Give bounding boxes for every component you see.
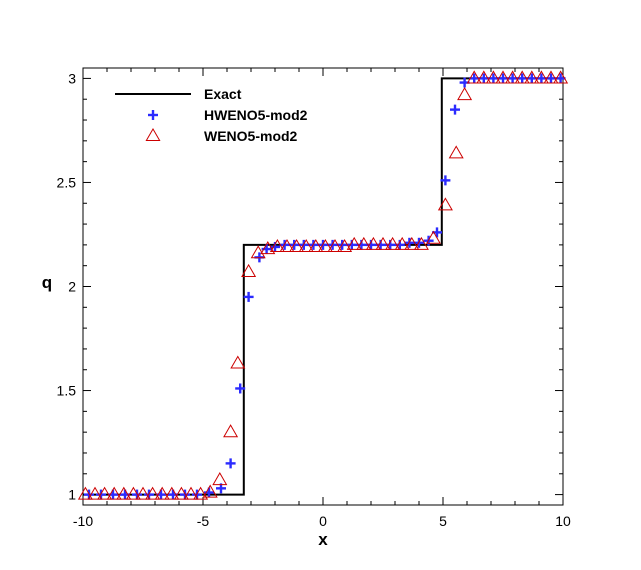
- plot-frame: [82, 67, 564, 506]
- data-point: [553, 70, 569, 84]
- data-point: [476, 70, 492, 84]
- data-point: [260, 241, 276, 255]
- data-point: [488, 73, 499, 84]
- data-point: [346, 236, 362, 250]
- y-axis-title: q: [42, 273, 52, 292]
- data-point: [337, 238, 353, 253]
- data-point: [555, 73, 566, 84]
- data-point: [536, 73, 547, 84]
- legend-entry: HWENO5-mod2: [148, 107, 308, 123]
- data-point: [164, 486, 180, 500]
- legend-entry: Exact: [115, 86, 242, 102]
- data-point: [135, 486, 151, 500]
- legend-label: Exact: [204, 86, 242, 102]
- data-point: [485, 70, 501, 84]
- series-layer: [77, 70, 569, 500]
- axes: -10 -5 0 5 10 1 1.5 2 2.5 3: [57, 67, 571, 529]
- legend-label: WENO5-mod2: [204, 128, 298, 144]
- y-tick-label: 2: [68, 279, 76, 295]
- data-point: [526, 73, 537, 84]
- data-point: [241, 263, 257, 277]
- data-point: [269, 238, 285, 253]
- data-point: [543, 70, 559, 84]
- data-point: [225, 458, 236, 469]
- data-point: [223, 424, 239, 438]
- data-point: [212, 472, 228, 486]
- data-point: [173, 486, 189, 500]
- legend-label: HWENO5-mod2: [204, 107, 308, 123]
- data-point: [365, 236, 381, 250]
- data-point: [413, 236, 429, 250]
- data-point: [279, 238, 295, 253]
- data-point: [514, 70, 530, 84]
- data-point: [289, 238, 305, 253]
- data-point: [327, 238, 343, 253]
- data-point: [507, 73, 518, 84]
- data-point: [145, 486, 161, 500]
- x-tick-label: 0: [319, 513, 327, 529]
- data-point: [298, 238, 314, 253]
- data-point: [440, 175, 451, 186]
- data-point: [317, 238, 333, 253]
- data-point: [154, 486, 170, 500]
- data-point: [183, 486, 199, 500]
- data-point: [448, 145, 464, 159]
- y-tick-label: 3: [68, 70, 76, 86]
- x-tick-label: 10: [555, 513, 571, 529]
- y-tick-label: 2.5: [57, 174, 77, 190]
- y-tick-label: 1.5: [57, 383, 77, 399]
- legend-marker: [145, 127, 161, 142]
- x-axis-title: x: [318, 530, 328, 549]
- legend-entry: WENO5-mod2: [145, 127, 298, 144]
- data-point: [450, 104, 460, 115]
- data-point: [495, 70, 511, 84]
- data-point: [478, 73, 489, 84]
- data-point: [546, 73, 556, 84]
- data-point: [125, 486, 141, 500]
- series-3: [77, 70, 569, 500]
- data-point: [457, 87, 473, 101]
- data-point: [394, 236, 410, 250]
- data-point: [517, 73, 528, 84]
- legend-marker: [148, 110, 158, 120]
- data-point: [106, 486, 122, 500]
- data-point: [193, 486, 209, 500]
- data-point: [533, 70, 549, 84]
- data-point: [466, 70, 482, 84]
- data-point: [469, 73, 480, 84]
- data-point: [356, 236, 372, 250]
- series-2: [84, 73, 566, 500]
- data-point: [235, 383, 246, 394]
- data-point: [202, 484, 218, 498]
- data-point: [77, 486, 93, 500]
- data-point: [375, 236, 391, 250]
- data-point: [385, 236, 401, 250]
- legend: Exact HWENO5-mod2 WENO5-mod2: [115, 86, 308, 144]
- x-tick-label: -5: [197, 513, 210, 529]
- data-point: [97, 486, 113, 500]
- data-point: [425, 230, 441, 244]
- data-point: [230, 355, 246, 369]
- data-point: [437, 197, 453, 211]
- y-tick-label: 1: [68, 487, 76, 503]
- data-point: [404, 236, 420, 250]
- data-point: [243, 291, 254, 302]
- data-point: [116, 486, 132, 500]
- x-tick-label: -10: [73, 513, 93, 529]
- data-point: [87, 486, 103, 500]
- x-tick-label: 5: [439, 513, 447, 529]
- data-point: [308, 238, 324, 253]
- data-point: [505, 70, 521, 84]
- data-point: [524, 70, 540, 84]
- data-point: [498, 73, 508, 84]
